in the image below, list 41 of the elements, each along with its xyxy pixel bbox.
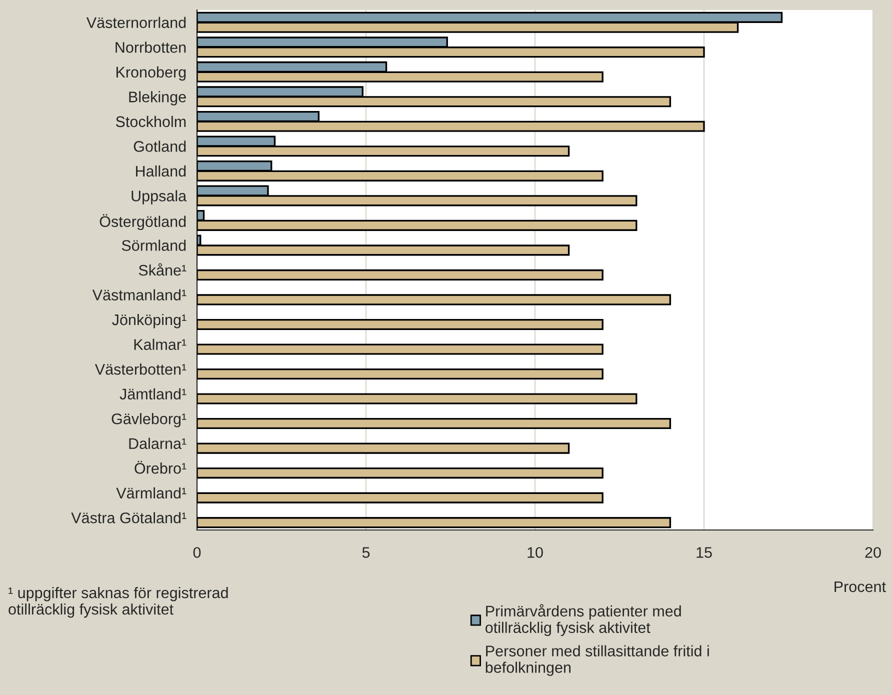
y-tick-label: Jönköping¹ [112,314,186,328]
y-tick-label: Värmland¹ [116,487,186,499]
x-tick-label: 15 [696,547,712,558]
x-tick-label: 0 [193,547,201,558]
bar [197,517,672,528]
y-tick-label: Uppsala [132,190,187,204]
y-tick-label: Stockholm [116,116,186,128]
bar [197,368,604,380]
x-tick-label: 10 [528,547,543,558]
text: ¹ uppgifter saknas för registrerad otillräcklig fysisk aktivitet [8,587,228,618]
y-tick-label: Västra Götaland¹ [71,512,186,524]
x-tick-label: 5 [362,547,370,558]
y-tick-label: Västmanland¹ [92,289,186,300]
y-tick-label: Västerbotten¹ [94,364,186,375]
y-tick-label: Gotland [134,140,186,152]
bar [197,442,570,454]
y-tick-label: Halland [136,165,186,177]
y-tick-label: Sörmland [122,240,186,251]
y-tick-label: Blekinge [129,91,186,106]
x-axis-title: Procent [834,581,886,592]
bar [197,393,638,404]
bar [197,344,604,355]
x-tick-label: 20 [865,547,881,558]
y-tick-label: Jämtland¹ [120,388,186,400]
legend-label: Primärvårdens patienter med otillräcklig fysisk aktivitet [486,604,681,636]
bar [197,318,604,330]
y-tick-label: Östergötland [100,214,186,230]
bar [197,269,604,280]
y-tick-label: Norrbotten [116,42,186,53]
legend-label: Personer med stillasittande fritid i befolkningen [486,645,709,676]
y-tick-label: Kronoberg [116,66,186,81]
y-tick-label: Gävleborg¹ [112,413,186,428]
bar [197,294,672,306]
y-tick-label: Västernorrland [86,16,186,28]
bar [197,492,604,504]
y-tick-label: Skåne¹ [138,263,186,276]
y-tick-label: Kalmar¹ [134,338,186,350]
y-tick-label: Dalarna¹ [129,438,186,450]
y-tick-label: Örebro¹ [134,460,186,474]
bar [197,468,604,479]
bar [197,418,672,430]
